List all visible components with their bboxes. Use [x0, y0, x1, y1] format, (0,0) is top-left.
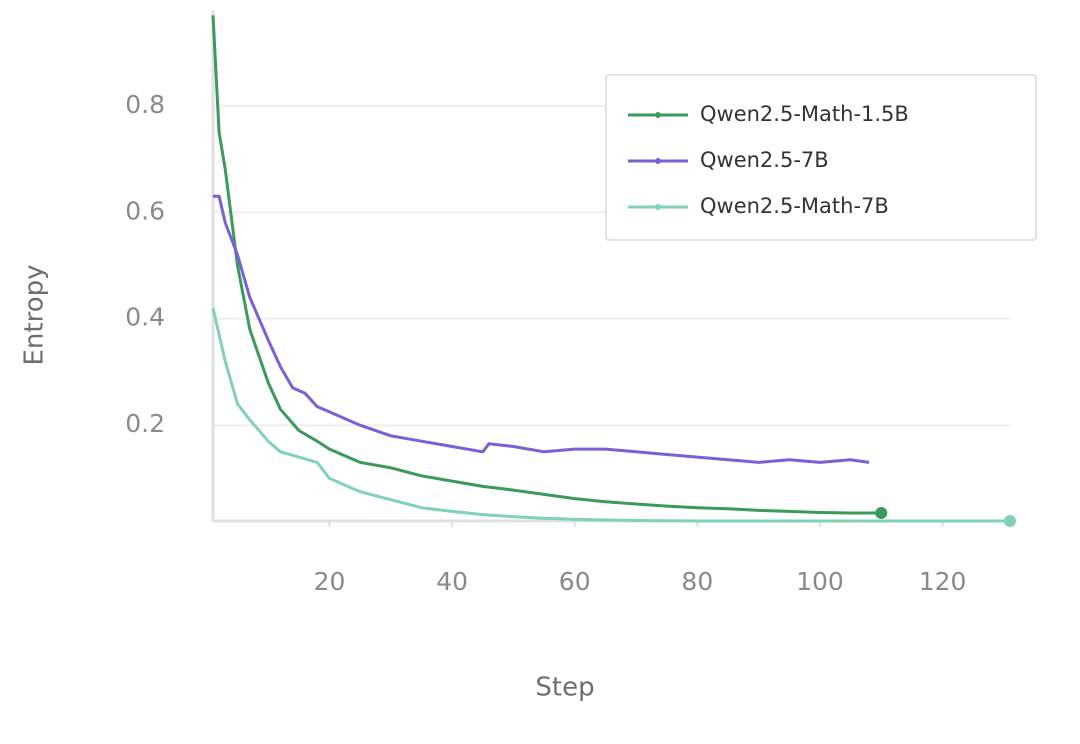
legend-dot [655, 112, 661, 118]
y-axis-label: Entropy [20, 264, 50, 365]
y-tick-label: 0.8 [125, 90, 165, 119]
x-tick-label: 120 [919, 567, 967, 596]
legend-label: Qwen2.5-Math-1.5B [700, 102, 909, 126]
y-tick-label: 0.4 [125, 303, 165, 332]
series-line [211, 307, 1010, 523]
legend-box [605, 74, 1037, 241]
series-line [213, 194, 870, 464]
y-tick-label: 0.6 [125, 196, 165, 225]
legend-dot [655, 158, 661, 164]
x-tick-label: 40 [436, 567, 468, 596]
legend-dot [655, 204, 661, 210]
series-line [211, 15, 882, 515]
legend-label: Qwen2.5-Math-7B [700, 194, 889, 218]
legend-label: Qwen2.5-7B [700, 148, 829, 172]
end-marker [875, 507, 888, 520]
x-axis-label: Step [535, 673, 594, 703]
y-tick-label: 0.2 [125, 409, 165, 438]
end-marker [1004, 515, 1016, 527]
x-tick-label: 100 [796, 567, 844, 596]
x-tick-label: 80 [681, 567, 713, 596]
x-tick-label: 60 [559, 567, 591, 596]
x-tick-label: 20 [314, 567, 346, 596]
